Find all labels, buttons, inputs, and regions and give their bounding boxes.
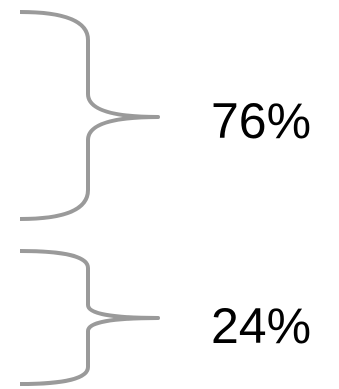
percent-label-bottom: 24% bbox=[211, 298, 312, 354]
percent-label-top: 76% bbox=[211, 93, 312, 149]
brace-bottom bbox=[19, 249, 160, 386]
brace-top bbox=[19, 10, 160, 221]
